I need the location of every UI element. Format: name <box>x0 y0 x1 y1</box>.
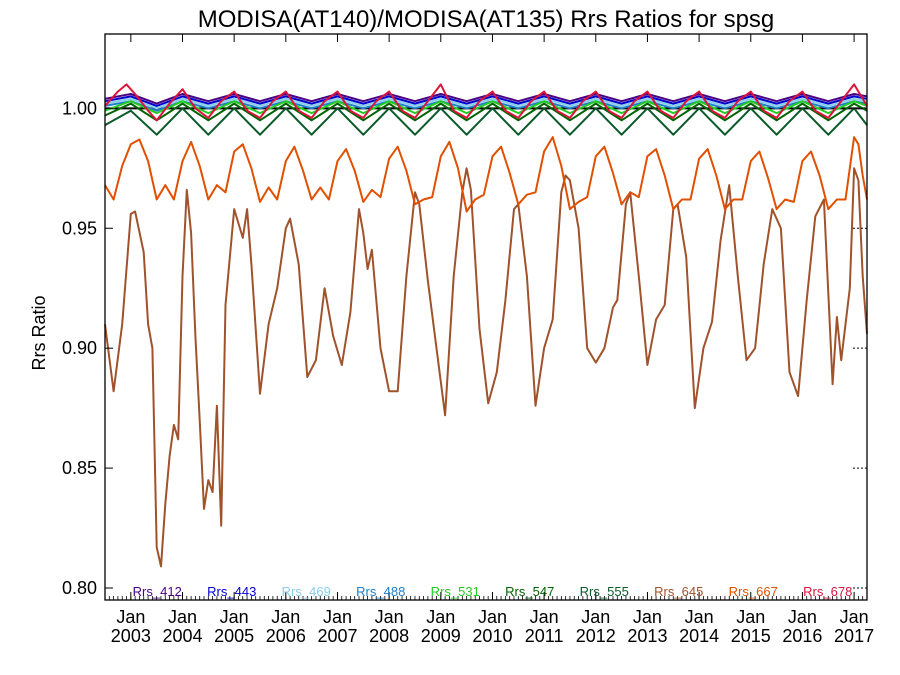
x-tick-year-label: 2013 <box>627 626 667 646</box>
x-tick-month-label: Jan <box>375 607 404 627</box>
series-line-rrs_678 <box>104 83 868 122</box>
series-line-rrs_555 <box>104 107 868 136</box>
y-tick-label: 0.85 <box>62 458 97 478</box>
y-tick-label: 0.80 <box>62 578 97 598</box>
x-tick-year-label: 2016 <box>782 626 822 646</box>
x-tick-month-label: Jan <box>788 607 817 627</box>
legend-entry-rrs_547: Rrs_547 <box>505 584 554 599</box>
x-tick-month-label: Jan <box>581 607 610 627</box>
x-tick-month-label: Jan <box>736 607 765 627</box>
x-tick-year-label: 2003 <box>111 626 151 646</box>
x-tick-month-label: Jan <box>271 607 300 627</box>
x-tick-year-label: 2015 <box>731 626 771 646</box>
x-tick-month-label: Jan <box>168 607 197 627</box>
y-tick-label: 0.95 <box>62 218 97 238</box>
x-tick-month-label: Jan <box>685 607 714 627</box>
series-layer <box>104 83 868 568</box>
legend-entry-rrs_645: Rrs_645 <box>654 584 703 599</box>
legend-entry-rrs_488: Rrs_488 <box>356 584 405 599</box>
x-tick-month-label: Jan <box>323 607 352 627</box>
x-tick-year-label: 2006 <box>266 626 306 646</box>
x-tick-month-label: Jan <box>426 607 455 627</box>
x-tick-year-label: 2007 <box>317 626 357 646</box>
series-line-rrs_412 <box>104 93 868 105</box>
series-line-rrs_667 <box>104 136 868 213</box>
x-tick-year-label: 2017 <box>834 626 874 646</box>
series-line-rrs_531 <box>104 100 868 115</box>
x-tick-month-label: Jan <box>478 607 507 627</box>
x-tick-month-label: Jan <box>840 607 869 627</box>
x-tick-year-label: 2011 <box>525 626 564 646</box>
x-tick-year-label: 2004 <box>162 626 202 646</box>
x-ticks: Jan2003Jan2004Jan2005Jan2006Jan2007Jan20… <box>104 34 874 646</box>
legend-entry-rrs_667: Rrs_667 <box>729 584 778 599</box>
x-tick-month-label: Jan <box>530 607 559 627</box>
legend-entry-rrs_443: Rrs_443 <box>207 584 256 599</box>
y-axis-label: Rrs Ratio <box>29 295 49 370</box>
x-tick-year-label: 2005 <box>214 626 254 646</box>
legend-entry-rrs_678: Rrs_678 <box>803 584 852 599</box>
legend-entry-rrs_555: Rrs_555 <box>580 584 629 599</box>
plot-frame <box>104 33 868 601</box>
x-tick-year-label: 2009 <box>421 626 461 646</box>
series-line-rrs_645 <box>104 167 868 568</box>
series-line-rrs_469 <box>104 97 868 110</box>
x-tick-month-label: Jan <box>116 607 145 627</box>
series-line-rrs_443 <box>104 95 868 107</box>
legend-entry-rrs_469: Rrs_469 <box>282 584 331 599</box>
series-line-rrs_547 <box>104 102 868 122</box>
chart-title: MODISA(AT140)/MODISA(AT135) Rrs Ratios f… <box>198 6 775 33</box>
x-tick-month-label: Jan <box>633 607 662 627</box>
legend: Rrs_412 Rrs_443 Rrs_469 Rrs_488 Rrs_531 Rrs_5… <box>133 584 853 599</box>
legend-entry-rrs_412: Rrs_412 <box>133 584 182 599</box>
y-tick-label: 1.00 <box>62 98 97 118</box>
legend-entry-rrs_531: Rrs_531 <box>431 584 480 599</box>
x-tick-year-label: 2012 <box>576 626 616 646</box>
x-tick-year-label: 2014 <box>679 626 719 646</box>
x-tick-year-label: 2008 <box>369 626 409 646</box>
x-tick-month-label: Jan <box>220 607 249 627</box>
y-ticks: 0.80 0.85 0.90 0.95 1.00 <box>62 98 867 598</box>
y-tick-label: 0.90 <box>62 338 97 358</box>
x-tick-year-label: 2010 <box>472 626 512 646</box>
